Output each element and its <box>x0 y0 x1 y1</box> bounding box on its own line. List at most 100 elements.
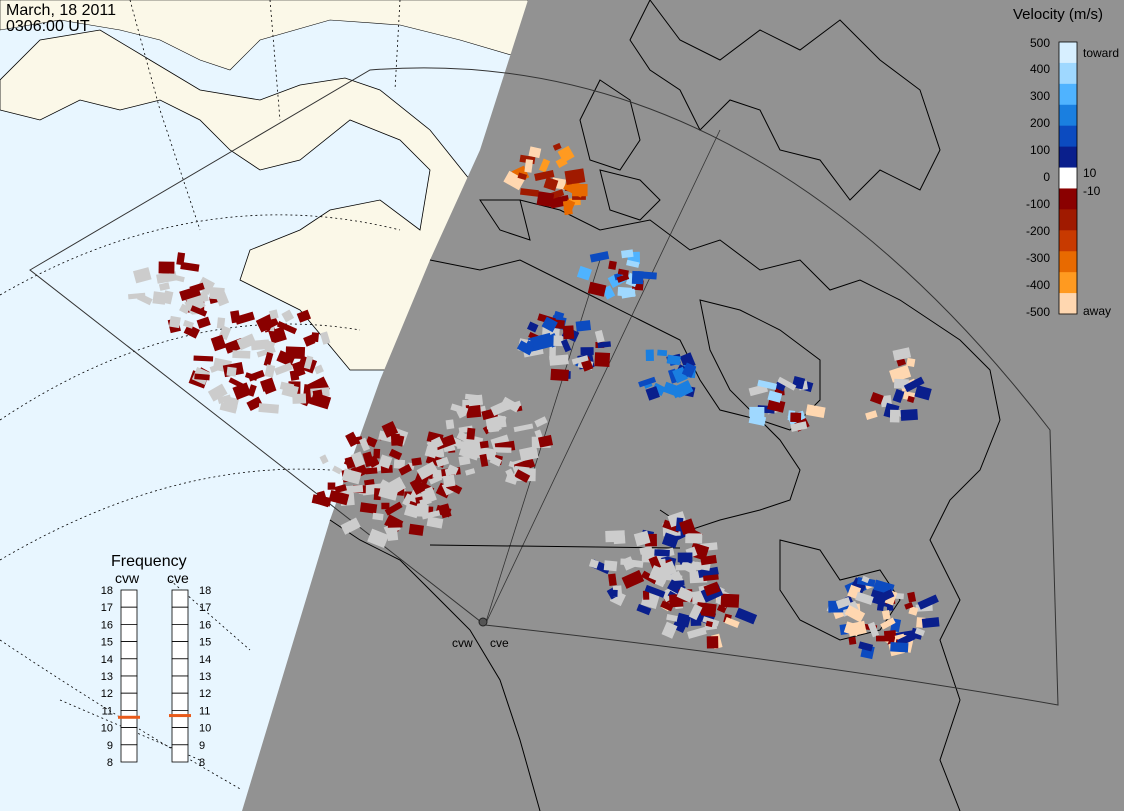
velocity-cell <box>620 288 636 299</box>
colorbar-segment <box>1059 83 1077 106</box>
velocity-cell <box>613 535 626 545</box>
colorbar-segment <box>1059 104 1077 127</box>
velocity-cell <box>907 591 917 603</box>
velocity-cell <box>660 600 674 612</box>
velocity-cell <box>705 620 713 628</box>
velocity-cell <box>620 558 628 565</box>
velocity-cell <box>190 305 208 317</box>
velocity-cell <box>207 383 228 402</box>
radar-label-cvw: cvw <box>452 636 473 650</box>
velocity-cell <box>676 586 695 603</box>
velocity-cell <box>748 413 767 427</box>
velocity-cell <box>666 614 678 622</box>
velocity-cell <box>552 142 562 151</box>
velocity-cell <box>428 474 443 485</box>
velocity-cell <box>435 456 450 468</box>
frequency-tick-label: 17 <box>101 602 113 614</box>
velocity-cell <box>465 468 476 476</box>
velocity-cell <box>597 341 612 349</box>
velocity-cell <box>466 427 476 440</box>
velocity-cell <box>876 589 895 604</box>
velocity-cell <box>645 386 660 401</box>
velocity-cell <box>359 437 370 452</box>
velocity-cell <box>316 490 327 502</box>
velocity-cell <box>365 467 378 475</box>
velocity-tick-label: 100 <box>1030 143 1050 157</box>
velocity-cell <box>292 393 307 404</box>
velocity-cell <box>921 617 940 629</box>
frequency-tick-label: 13 <box>199 671 211 683</box>
velocity-cell <box>550 368 569 382</box>
velocity-cell <box>189 282 205 294</box>
velocity-cell <box>236 333 257 351</box>
frequency-tick-label: 14 <box>199 654 211 666</box>
velocity-cell <box>133 267 152 284</box>
frequency-cell <box>120 692 138 711</box>
velocity-tick-label: -500 <box>1026 305 1050 319</box>
velocity-cell <box>216 317 226 329</box>
velocity-cell <box>908 605 919 616</box>
night-region <box>242 0 1124 811</box>
velocity-cell <box>426 516 444 529</box>
velocity-cell <box>538 434 554 448</box>
velocity-cell <box>445 419 455 430</box>
velocity-cell <box>594 329 605 343</box>
velocity-away-label: away <box>1083 304 1111 318</box>
velocity-cell <box>608 573 617 587</box>
frequency-title: Frequency <box>111 553 187 570</box>
frequency-cell <box>120 710 138 729</box>
frequency-tick-label: 18 <box>101 585 113 597</box>
velocity-cell <box>892 388 905 404</box>
velocity-cell <box>562 325 575 340</box>
velocity-cell <box>844 605 866 623</box>
velocity-cell <box>861 575 870 584</box>
velocity-cell <box>468 394 484 407</box>
velocity-tick-label: 10 <box>1083 166 1097 180</box>
velocity-cell <box>365 436 378 448</box>
header-date: March, 18 2011 <box>6 2 116 19</box>
velocity-cell <box>193 355 214 362</box>
velocity-cell <box>196 316 211 329</box>
velocity-tick-label: 400 <box>1030 62 1050 76</box>
velocity-cell <box>319 331 331 345</box>
velocity-cell <box>575 320 592 332</box>
frequency-tick-label: 8 <box>199 757 205 769</box>
velocity-cell <box>493 447 512 453</box>
frequency-cell <box>120 744 138 763</box>
velocity-cell <box>247 384 257 397</box>
velocity-cell <box>636 603 652 616</box>
velocity-cell <box>671 621 686 634</box>
colorbar-segment <box>1059 146 1077 169</box>
velocity-cell <box>398 463 413 476</box>
velocity-cell <box>526 321 539 333</box>
velocity-cell <box>373 488 382 501</box>
velocity-cell <box>562 200 573 216</box>
frequency-tick-label: 8 <box>107 757 113 769</box>
velocity-cell <box>666 354 681 366</box>
velocity-cell <box>127 292 146 300</box>
frequency-tick-label: 15 <box>199 637 211 649</box>
velocity-cell <box>880 617 896 630</box>
velocity-cell <box>675 564 694 571</box>
velocity-cell <box>616 273 630 283</box>
velocity-cell <box>232 350 251 359</box>
velocity-cell <box>572 183 588 197</box>
velocity-cell <box>179 303 191 315</box>
velocity-cell <box>384 501 403 516</box>
velocity-cell <box>514 469 531 483</box>
velocity-tick-label: -300 <box>1026 251 1050 265</box>
velocity-cell <box>594 352 611 367</box>
velocity-tick-label: 200 <box>1030 116 1050 130</box>
velocity-cell <box>479 453 489 467</box>
velocity-cell <box>458 441 481 461</box>
velocity-cell <box>234 311 255 325</box>
velocity-cell <box>381 502 390 510</box>
velocity-cell <box>285 346 306 360</box>
velocity-cell <box>311 332 320 343</box>
velocity-cell <box>334 484 347 494</box>
frequency-panel: Frequency cvw cve 18 18 17 17 16 16 15 15 14 14 13… <box>101 553 212 769</box>
velocity-cell <box>408 523 424 536</box>
colorbar-segment <box>1059 42 1077 64</box>
frequency-tick-label: 9 <box>107 740 113 752</box>
